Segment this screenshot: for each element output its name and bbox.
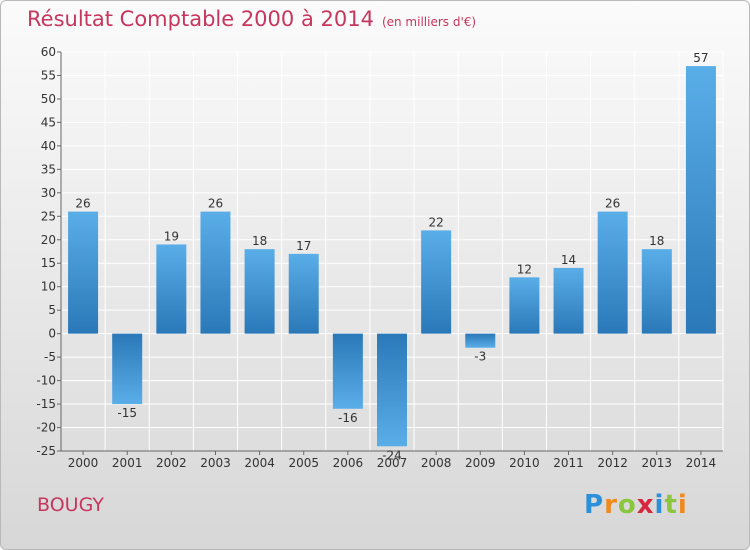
data-label-2009: -3 <box>474 350 486 364</box>
y-tick-label: -5 <box>44 350 56 364</box>
data-label-2003: 26 <box>208 197 223 211</box>
y-tick-label: -20 <box>36 421 56 435</box>
y-tick-label: 10 <box>41 280 56 294</box>
logo-letter: i <box>654 490 665 520</box>
data-label-2000: 26 <box>75 197 90 211</box>
bar-2000 <box>68 211 99 334</box>
commune-name: BOUGY <box>37 494 104 516</box>
x-tick-label: 2000 <box>68 456 99 470</box>
x-tick-label: 2004 <box>244 456 275 470</box>
x-tick-label: 2012 <box>597 456 628 470</box>
data-label-2008: 22 <box>428 215 443 229</box>
bar-2001 <box>112 333 143 405</box>
y-tick-label: -15 <box>36 397 56 411</box>
x-tick-label: 2007 <box>377 456 408 470</box>
bar-2012 <box>597 211 628 334</box>
logo-letter: r <box>604 490 618 520</box>
bar-2008 <box>421 230 452 334</box>
chart-title: Résultat Comptable 2000 à 2014 (en millie… <box>27 7 476 31</box>
data-label-2005: 17 <box>296 239 311 253</box>
y-tick-label: 40 <box>41 139 56 153</box>
bar-2003 <box>200 211 231 334</box>
data-label-2011: 14 <box>561 253 576 267</box>
x-tick-label: 2005 <box>288 456 319 470</box>
x-tick-label: 2008 <box>421 456 452 470</box>
logo-letter: t <box>664 490 678 520</box>
bar-2007 <box>377 333 407 447</box>
bar-2005 <box>288 253 319 334</box>
y-tick-label: 5 <box>48 303 56 317</box>
logo-letter: P <box>584 490 605 520</box>
data-label-2014: 57 <box>693 51 708 65</box>
x-tick-label: 2014 <box>686 456 717 470</box>
x-tick-label: 2001 <box>112 456 143 470</box>
y-tick-label: 15 <box>41 256 56 270</box>
y-tick-label: 0 <box>48 327 56 341</box>
bar-2010 <box>509 277 540 334</box>
axis-layer: -25 -20 -15 -10 -5 0 5 10 15 20 25 30 35 40 45 50 55 60 20… <box>36 45 723 470</box>
y-tick-label: 25 <box>41 209 56 223</box>
x-tick-label: 2009 <box>465 456 496 470</box>
proxiti-logo: Proxiti <box>584 490 688 520</box>
data-label-2002: 19 <box>164 229 179 243</box>
x-tick-label: 2003 <box>200 456 231 470</box>
label-layer: 26 -15 19 26 18 17 -16 -24 22 -3 12 14 26 18 57 <box>75 51 708 462</box>
x-tick-label: 2013 <box>642 456 673 470</box>
bar-2004 <box>244 249 275 334</box>
y-tick-label: 60 <box>41 45 56 59</box>
data-label-2006: -16 <box>338 411 358 425</box>
bar-2009 <box>465 333 496 348</box>
logo-letter: i <box>677 490 688 520</box>
y-tick-label: 50 <box>41 92 56 106</box>
y-tick-label: 30 <box>41 186 56 200</box>
x-tick-label: 2010 <box>509 456 540 470</box>
x-tick-label: 2002 <box>156 456 187 470</box>
bar-2011 <box>553 267 584 334</box>
y-tick-label: -25 <box>36 444 56 458</box>
x-tick-label: 2011 <box>553 456 584 470</box>
data-label-2007: -24 <box>382 448 402 462</box>
y-tick-label: -10 <box>36 374 56 388</box>
data-label-2004: 18 <box>252 234 267 248</box>
x-tick-label: 2006 <box>333 456 364 470</box>
bar-2006 <box>332 333 363 409</box>
y-tick-label: 55 <box>41 68 56 82</box>
data-label-2013: 18 <box>649 234 664 248</box>
y-tick-label: 35 <box>41 162 56 176</box>
bar-layer <box>68 66 716 447</box>
y-tick-label: 20 <box>41 233 56 247</box>
logo-letter: x <box>636 490 655 520</box>
chart-title-text: Résultat Comptable 2000 à 2014 <box>27 7 374 31</box>
logo-letter: o <box>617 490 637 520</box>
data-label-2001: -15 <box>117 406 137 420</box>
chart-subtitle: (en milliers d'€) <box>381 15 477 29</box>
data-label-2010: 12 <box>517 262 532 276</box>
y-tick-label: 45 <box>41 115 56 129</box>
data-label-2012: 26 <box>605 197 620 211</box>
bar-2013 <box>641 249 672 334</box>
bar-2002 <box>156 244 187 334</box>
bar-2014 <box>685 66 716 334</box>
